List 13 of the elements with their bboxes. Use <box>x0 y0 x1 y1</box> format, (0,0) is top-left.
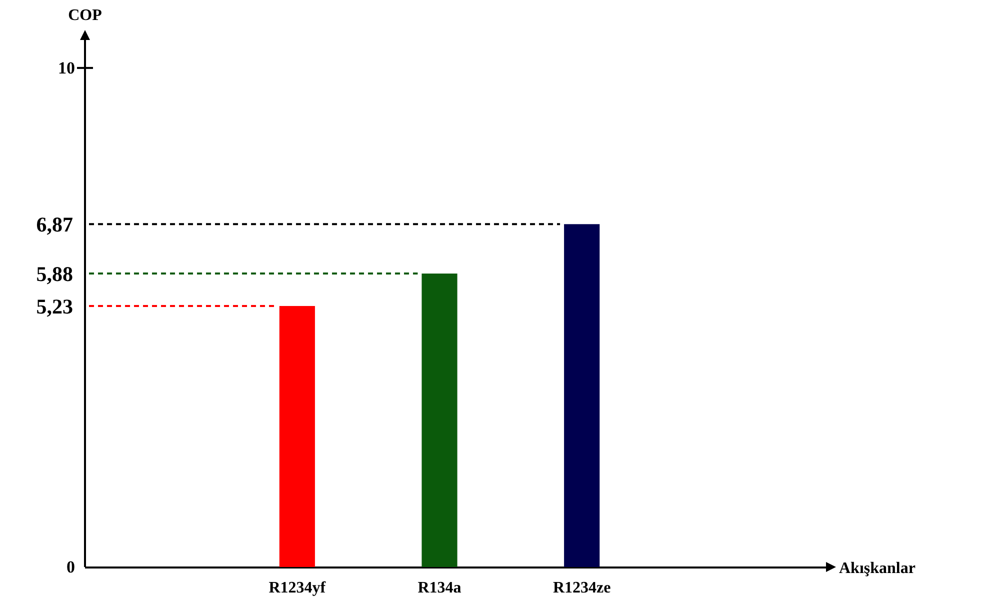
ref-line-label: 5,23 <box>36 294 73 318</box>
bar <box>279 306 315 567</box>
bar <box>422 274 458 567</box>
bar <box>564 224 600 567</box>
ref-line-label: 6,87 <box>36 212 73 236</box>
y-tick-label: 0 <box>66 557 75 576</box>
x-tick-label: R1234ze <box>552 579 611 596</box>
text: Akışkanlar <box>839 560 916 577</box>
y-tick-label: 10 <box>58 58 75 78</box>
ref-line-label: 5,88 <box>36 262 73 286</box>
x-tick-label: R134a <box>418 579 462 596</box>
y-axis-title: COP <box>68 7 102 24</box>
x-tick-label: R1234yf <box>268 579 326 596</box>
